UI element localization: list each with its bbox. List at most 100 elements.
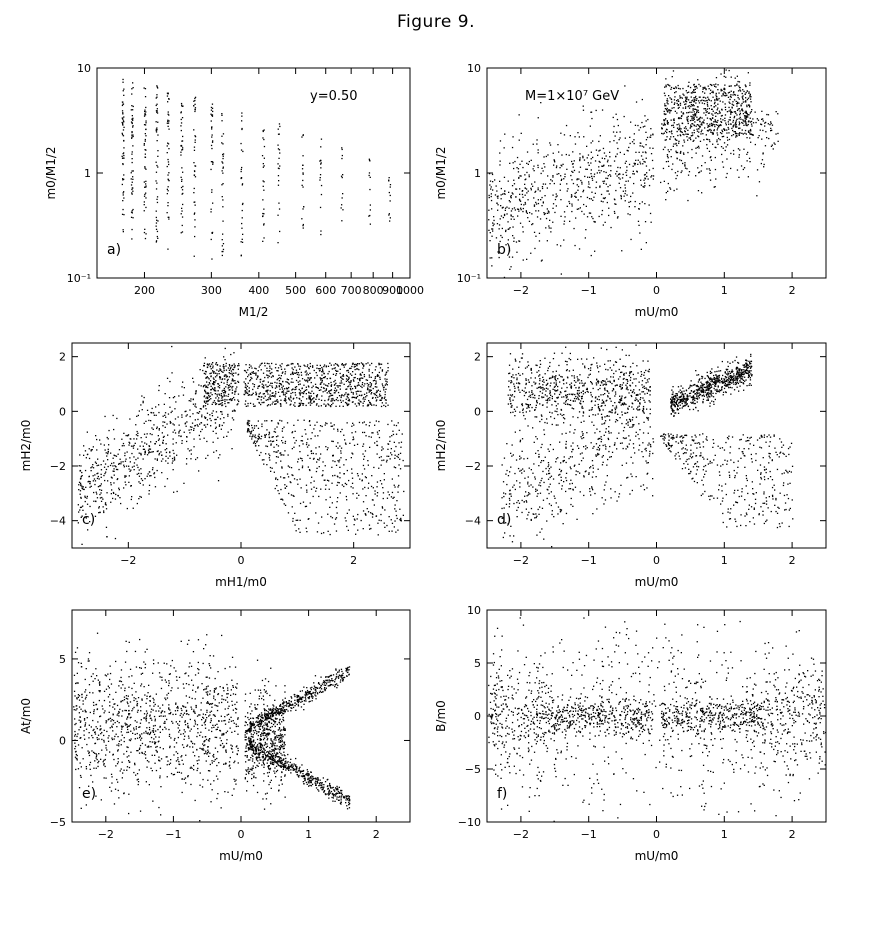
data-point (180, 435, 182, 437)
data-point (688, 107, 691, 109)
data-point (171, 345, 173, 348)
data-point (144, 133, 146, 135)
data-point (319, 457, 321, 459)
data-point (316, 364, 318, 366)
data-point (374, 393, 376, 395)
data-point (354, 365, 356, 368)
data-point (371, 372, 374, 374)
data-point (189, 426, 192, 428)
data-point (762, 153, 764, 155)
data-point (221, 196, 223, 198)
data-point (530, 187, 532, 189)
data-point (602, 197, 605, 199)
data-point (132, 190, 134, 192)
data-point (303, 419, 305, 421)
data-point (535, 201, 537, 204)
data-point (294, 388, 296, 391)
data-point (342, 193, 344, 195)
data-point (581, 210, 583, 213)
data-point (373, 504, 375, 506)
data-point (210, 120, 212, 122)
data-point (213, 371, 215, 373)
data-point (711, 91, 713, 93)
data-point (510, 195, 512, 197)
data-point (155, 110, 158, 112)
data-point (718, 110, 721, 112)
data-point (144, 453, 146, 455)
data-point (122, 103, 125, 105)
data-point (507, 180, 509, 182)
data-point (741, 92, 743, 95)
data-point (342, 375, 345, 377)
data-point (85, 486, 87, 488)
data-point (391, 530, 393, 532)
data-point (238, 400, 240, 403)
data-point (113, 428, 115, 431)
data-point (528, 176, 530, 178)
data-point (312, 452, 314, 455)
data-point (341, 428, 343, 431)
data-point (686, 119, 689, 121)
data-point (711, 133, 714, 135)
data-point (202, 405, 205, 407)
data-point (399, 468, 402, 470)
data-point (699, 393, 702, 396)
data-point (351, 432, 353, 434)
data-point (228, 376, 231, 378)
data-point (701, 117, 703, 119)
data-point (632, 165, 634, 167)
data-point (737, 97, 739, 99)
data-point (711, 117, 714, 119)
data-point (216, 395, 218, 397)
data-point (668, 84, 670, 86)
data-point (230, 382, 232, 385)
data-point (736, 83, 738, 85)
data-point (519, 200, 522, 202)
data-point (79, 506, 82, 509)
data-point (264, 436, 266, 438)
data-point (272, 395, 275, 397)
data-point (98, 485, 101, 487)
data-point (214, 388, 216, 390)
data-point (762, 152, 764, 154)
data-point (694, 99, 696, 102)
data-point (368, 400, 370, 402)
data-point (155, 188, 158, 190)
data-point (181, 207, 183, 209)
data-point (136, 438, 138, 440)
data-point (685, 399, 687, 401)
data-point (701, 122, 703, 124)
data-point (585, 229, 587, 231)
data-point (354, 368, 356, 371)
data-point (706, 168, 708, 170)
data-point (319, 364, 321, 367)
data-point (245, 384, 247, 386)
data-point (181, 167, 183, 169)
data-point (269, 394, 271, 396)
data-point (266, 374, 268, 376)
data-point (680, 398, 682, 401)
data-point (754, 143, 756, 146)
data-point (376, 390, 378, 392)
data-point (231, 410, 234, 412)
data-point (282, 499, 284, 501)
data-point (682, 394, 685, 396)
data-point (670, 109, 672, 112)
data-point (556, 173, 558, 175)
data-point (93, 478, 96, 480)
data-point (148, 490, 150, 492)
data-point (262, 380, 264, 383)
data-point (709, 92, 711, 95)
data-point (394, 457, 396, 459)
data-point (593, 220, 595, 223)
data-point (208, 392, 210, 394)
data-point (218, 394, 221, 396)
data-point (491, 173, 494, 176)
data-point (742, 101, 744, 103)
data-point (79, 493, 81, 495)
data-point (488, 219, 490, 221)
data-point (221, 404, 223, 407)
data-point (326, 479, 329, 481)
data-point (298, 402, 300, 404)
data-point (635, 151, 637, 153)
